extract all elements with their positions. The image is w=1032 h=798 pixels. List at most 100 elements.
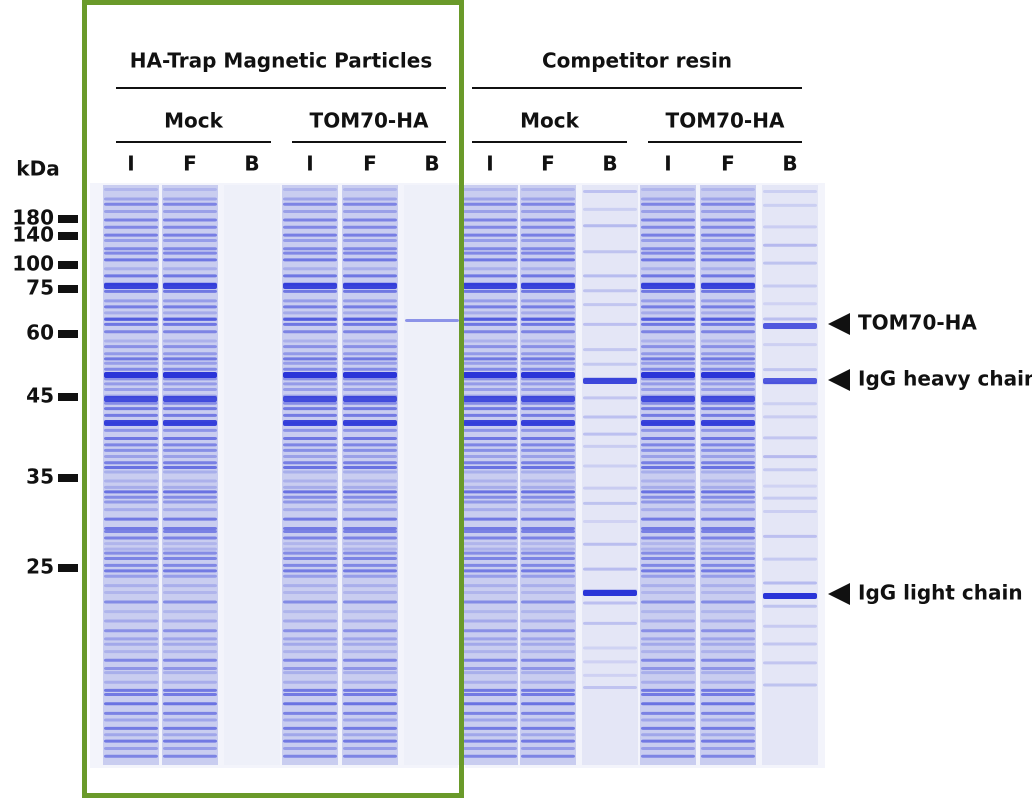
band — [104, 367, 158, 371]
band — [463, 563, 517, 567]
band — [163, 218, 217, 222]
band — [343, 642, 397, 646]
band — [521, 746, 575, 750]
band — [463, 490, 517, 494]
band — [463, 680, 517, 684]
lane-label: I — [306, 152, 313, 176]
band — [701, 420, 755, 426]
band — [641, 733, 695, 737]
band — [283, 702, 337, 706]
band — [701, 339, 755, 343]
band — [641, 547, 695, 551]
annotation: IgG light chain — [858, 581, 1023, 605]
lane-label: I — [664, 152, 671, 176]
band — [701, 218, 755, 222]
band — [163, 711, 217, 715]
band — [283, 420, 337, 426]
lane-label: B — [244, 152, 259, 176]
band — [104, 688, 158, 692]
band — [521, 490, 575, 494]
band — [343, 508, 397, 512]
band — [463, 274, 517, 278]
band — [583, 486, 637, 490]
band — [521, 551, 575, 555]
band — [641, 718, 695, 722]
band — [283, 680, 337, 684]
band — [701, 610, 755, 614]
band — [163, 289, 217, 293]
band — [463, 299, 517, 303]
annotation: IgG heavy chain — [858, 367, 1032, 391]
band — [163, 461, 217, 465]
band — [701, 551, 755, 555]
band — [583, 464, 637, 468]
band — [583, 686, 637, 690]
lane-label: F — [363, 152, 377, 176]
band — [104, 574, 158, 578]
band — [583, 589, 637, 593]
band — [641, 218, 695, 222]
band — [521, 218, 575, 222]
lane — [162, 185, 218, 765]
band — [641, 739, 695, 743]
band — [701, 407, 755, 411]
band — [641, 382, 695, 386]
band — [583, 432, 637, 436]
band — [163, 591, 217, 595]
band — [283, 642, 337, 646]
band — [463, 407, 517, 411]
band — [701, 372, 755, 378]
band — [163, 629, 217, 633]
marker-tick — [58, 393, 78, 401]
band — [521, 396, 575, 402]
band — [343, 420, 397, 426]
band — [583, 250, 637, 254]
band — [283, 556, 337, 560]
band — [163, 671, 217, 675]
band — [104, 372, 158, 378]
lane-label: F — [721, 152, 735, 176]
band — [163, 436, 217, 440]
band — [521, 495, 575, 499]
band — [463, 688, 517, 692]
band — [463, 436, 517, 440]
lane — [700, 185, 756, 765]
band — [104, 542, 158, 546]
band — [283, 305, 337, 309]
band — [104, 225, 158, 229]
marker-label: 45 — [26, 384, 54, 408]
band — [343, 591, 397, 595]
band — [641, 693, 695, 697]
band — [641, 413, 695, 417]
band — [343, 367, 397, 371]
band — [463, 239, 517, 243]
band — [163, 247, 217, 251]
band — [163, 372, 217, 378]
band — [701, 680, 755, 684]
band — [283, 495, 337, 499]
band — [641, 637, 695, 641]
band — [521, 401, 575, 405]
band — [463, 591, 517, 595]
band — [763, 368, 817, 372]
band — [163, 274, 217, 278]
band — [763, 642, 817, 646]
band — [104, 209, 158, 213]
band — [343, 490, 397, 494]
band — [641, 702, 695, 706]
band — [283, 547, 337, 551]
band — [104, 650, 158, 654]
band — [343, 671, 397, 675]
band — [283, 739, 337, 743]
band — [521, 718, 575, 722]
band — [701, 650, 755, 654]
subgroup-label: TOM70-HA — [310, 109, 429, 133]
band — [283, 258, 337, 262]
marker-label: 100 — [12, 252, 54, 276]
band — [521, 754, 575, 758]
lane — [103, 185, 159, 765]
band — [163, 401, 217, 405]
band — [163, 574, 217, 578]
band — [343, 352, 397, 356]
